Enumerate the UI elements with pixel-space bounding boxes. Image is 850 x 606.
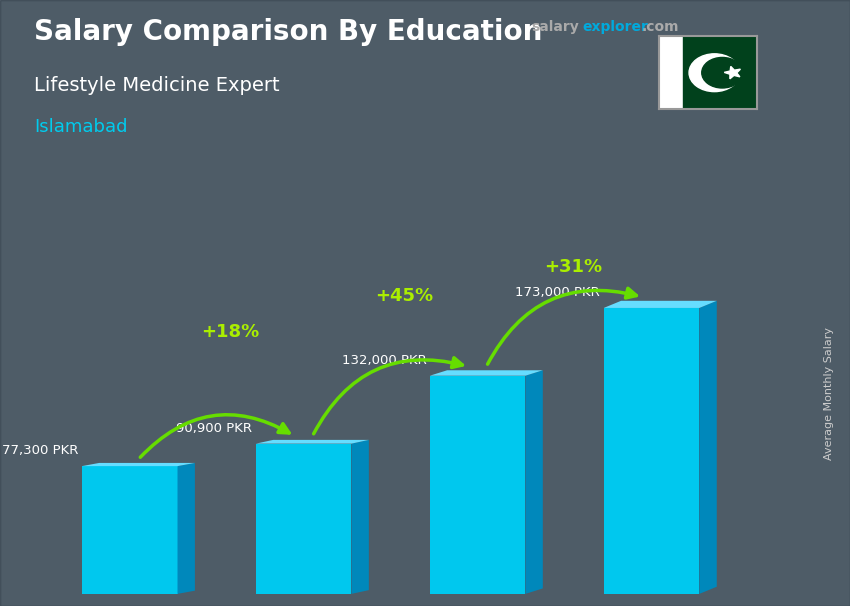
Polygon shape — [351, 440, 369, 594]
Text: +31%: +31% — [544, 258, 603, 276]
Text: salary: salary — [531, 20, 579, 34]
Text: Average Monthly Salary: Average Monthly Salary — [824, 327, 834, 461]
Text: explorer: explorer — [582, 20, 648, 34]
Text: 173,000 PKR: 173,000 PKR — [515, 286, 600, 299]
Polygon shape — [178, 463, 195, 594]
Circle shape — [689, 54, 740, 92]
Bar — [683, 36, 756, 109]
Bar — [82, 466, 178, 594]
Bar — [659, 36, 683, 109]
Text: .com: .com — [642, 20, 679, 34]
Polygon shape — [82, 463, 195, 466]
Circle shape — [702, 58, 743, 88]
Polygon shape — [700, 301, 717, 594]
Bar — [430, 376, 525, 594]
Text: Islamabad: Islamabad — [34, 118, 127, 136]
Text: Lifestyle Medicine Expert: Lifestyle Medicine Expert — [34, 76, 280, 95]
Polygon shape — [604, 301, 717, 308]
Polygon shape — [525, 370, 543, 594]
Text: 90,900 PKR: 90,900 PKR — [176, 422, 252, 435]
Text: +18%: +18% — [201, 323, 260, 341]
Polygon shape — [724, 67, 740, 79]
Text: 132,000 PKR: 132,000 PKR — [342, 354, 426, 367]
Bar — [256, 444, 351, 594]
Text: 77,300 PKR: 77,300 PKR — [2, 444, 78, 457]
Bar — [604, 308, 700, 594]
Polygon shape — [256, 440, 369, 444]
Text: +45%: +45% — [376, 287, 434, 305]
Polygon shape — [430, 370, 543, 376]
Text: Salary Comparison By Education: Salary Comparison By Education — [34, 18, 542, 46]
